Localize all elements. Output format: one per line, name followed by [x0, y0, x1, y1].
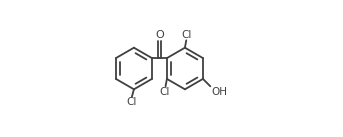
Text: Cl: Cl — [160, 87, 170, 97]
Text: Cl: Cl — [126, 97, 137, 107]
Text: OH: OH — [211, 87, 227, 97]
Text: O: O — [155, 30, 164, 40]
Text: Cl: Cl — [182, 30, 192, 40]
